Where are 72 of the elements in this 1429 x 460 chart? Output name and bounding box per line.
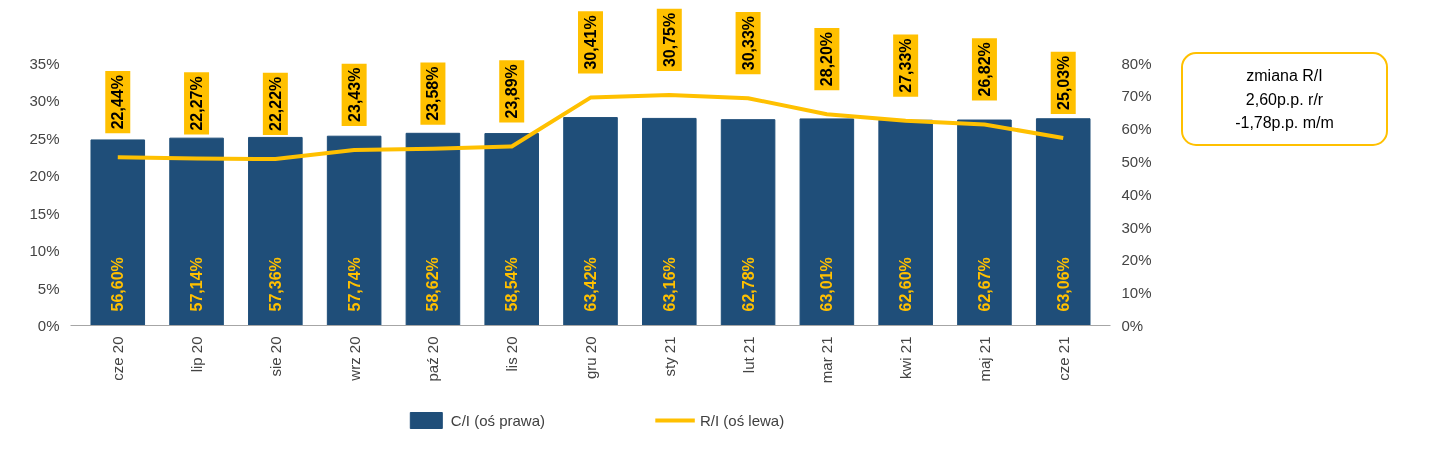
x-tick-label: lut 21 bbox=[739, 336, 757, 374]
data-label: 57,36% bbox=[266, 257, 284, 312]
y2-tick-label: 60% bbox=[1121, 120, 1152, 138]
bar bbox=[957, 119, 1012, 326]
data-label: 56,60% bbox=[109, 257, 127, 312]
y-tick-label: 5% bbox=[37, 279, 60, 297]
y-tick-label: 35% bbox=[29, 54, 60, 72]
bar bbox=[799, 118, 855, 326]
data-label: 28,20% bbox=[818, 31, 836, 87]
y2-tick-label: 20% bbox=[1121, 251, 1152, 269]
data-label: 62,67% bbox=[975, 257, 993, 312]
data-label: 23,43% bbox=[345, 67, 363, 122]
data-label: 22,44% bbox=[109, 75, 127, 130]
bar bbox=[169, 137, 224, 326]
x-tick-label: cze 20 bbox=[109, 336, 127, 381]
y-tick-label: 30% bbox=[29, 92, 60, 110]
data-label: 26,82% bbox=[975, 42, 993, 97]
x-tick-label: lip 20 bbox=[188, 336, 206, 373]
bar bbox=[248, 136, 303, 326]
x-tick-label: sie 20 bbox=[266, 336, 284, 377]
data-label: 22,27% bbox=[188, 76, 206, 131]
data-label: 62,60% bbox=[897, 257, 915, 312]
x-tick-label: lis 20 bbox=[503, 336, 521, 372]
y-tick-label: 15% bbox=[29, 204, 60, 222]
data-label: 30,33% bbox=[739, 15, 757, 71]
y-tick-label: 0% bbox=[37, 317, 60, 334]
y2-tick-label: 70% bbox=[1121, 87, 1152, 105]
data-label: 23,58% bbox=[424, 66, 442, 121]
bar bbox=[563, 117, 618, 326]
bar bbox=[642, 117, 697, 326]
data-label: 30,41% bbox=[582, 15, 599, 70]
data-label: 23,89% bbox=[503, 64, 521, 119]
y-tick-label: 10% bbox=[29, 242, 60, 260]
x-tick-label: paź 20 bbox=[424, 336, 442, 382]
bar bbox=[878, 119, 933, 326]
x-tick-label: kwi 21 bbox=[897, 336, 915, 380]
y2-tick-label: 10% bbox=[1121, 284, 1152, 302]
y2-tick-label: 80% bbox=[1121, 54, 1152, 72]
data-label: 63,16% bbox=[660, 257, 678, 312]
data-label: 63,42% bbox=[582, 257, 599, 312]
data-label: 62,78% bbox=[739, 257, 757, 312]
data-label: 22,22% bbox=[266, 76, 284, 131]
bar bbox=[720, 119, 776, 326]
data-label: 30,75% bbox=[660, 12, 678, 68]
data-label: 63,01% bbox=[818, 257, 836, 312]
bar bbox=[90, 139, 146, 326]
y-tick-label: 20% bbox=[29, 167, 60, 185]
data-label: 57,74% bbox=[345, 257, 363, 312]
bar bbox=[326, 135, 382, 326]
data-label: 58,62% bbox=[424, 257, 442, 312]
text: zmiana R/I 2,60p.p. r/r -1,78p.p. m/m bbox=[1235, 66, 1334, 132]
y2-tick-label: 50% bbox=[1121, 153, 1152, 171]
data-label: 27,33% bbox=[897, 38, 915, 93]
data-label: 63,06% bbox=[1054, 257, 1072, 312]
data-label: 57,14% bbox=[188, 257, 206, 312]
data-label: 25,03% bbox=[1054, 55, 1072, 110]
x-tick-label: sty 21 bbox=[660, 336, 678, 377]
x-tick-label: mar 21 bbox=[818, 336, 836, 384]
x-tick-label: cze 21 bbox=[1054, 336, 1072, 381]
y2-tick-label: 30% bbox=[1121, 218, 1152, 236]
y2-tick-label: 40% bbox=[1121, 185, 1152, 203]
bar bbox=[484, 133, 539, 326]
y-tick-label: 25% bbox=[29, 129, 60, 147]
x-tick-label: wrz 20 bbox=[345, 336, 363, 382]
legend-label: R/I (oś lewa) bbox=[700, 411, 785, 429]
bar bbox=[405, 132, 461, 326]
bar bbox=[1035, 118, 1091, 326]
x-tick-label: maj 21 bbox=[975, 336, 993, 382]
x-tick-label: gru 20 bbox=[582, 336, 599, 380]
legend-label: C/I (oś prawa) bbox=[450, 411, 546, 429]
data-label: 58,54% bbox=[503, 257, 521, 312]
y2-tick-label: 0% bbox=[1121, 317, 1144, 334]
